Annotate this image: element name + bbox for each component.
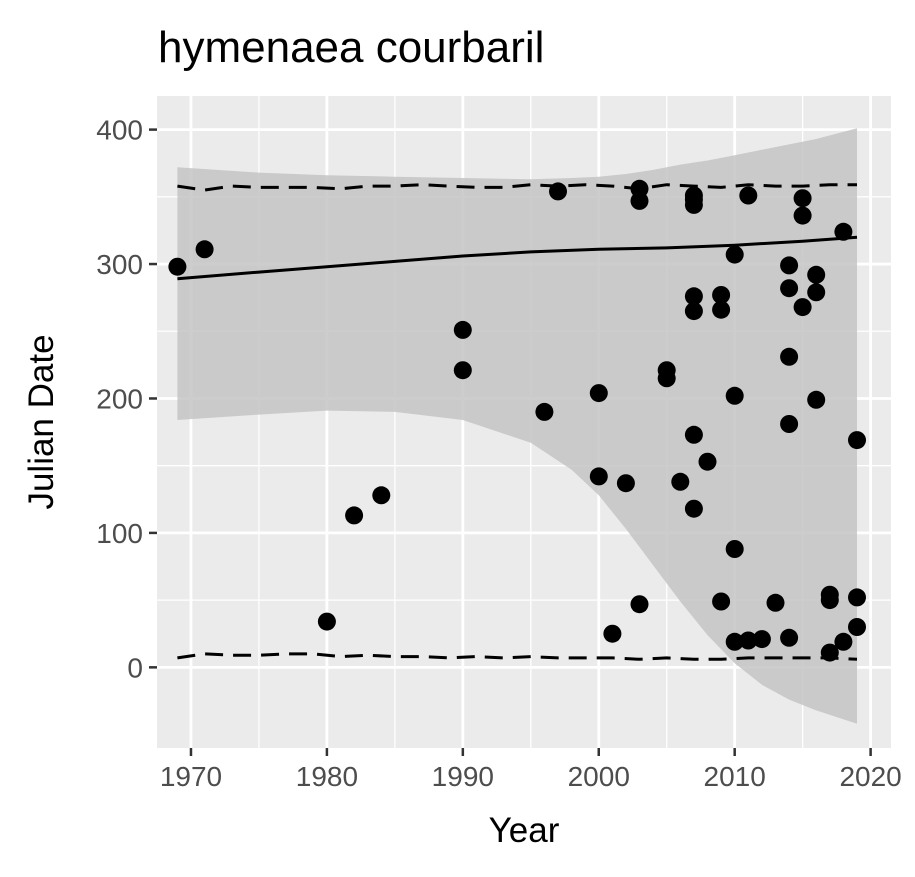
data-point	[712, 592, 731, 611]
data-point	[671, 472, 690, 491]
data-point	[807, 283, 826, 302]
dashed-upper-line	[177, 183, 857, 192]
data-point	[589, 384, 608, 403]
chart-title: hymenaea courbaril	[158, 23, 544, 72]
data-point	[807, 265, 826, 284]
data-point	[195, 240, 214, 259]
y-axis-title: Julian Date	[22, 334, 61, 509]
y-axis: 0 100 200 300 400	[96, 115, 157, 683]
data-point	[168, 257, 187, 276]
x-tick-label: 2020	[839, 761, 901, 792]
data-point	[712, 300, 731, 319]
data-point	[317, 612, 336, 631]
data-point	[820, 591, 839, 610]
data-point	[684, 287, 703, 306]
data-point	[603, 624, 622, 643]
y-tick-label: 100	[96, 518, 143, 549]
data-point	[752, 630, 771, 649]
data-point	[535, 402, 554, 421]
x-tick-label: 1980	[296, 761, 358, 792]
data-point	[793, 189, 812, 208]
dashed-lower-line	[177, 652, 858, 661]
data-point	[589, 467, 608, 486]
data-point	[848, 588, 866, 607]
data-point	[766, 593, 785, 612]
y-tick-label: 400	[96, 115, 143, 146]
y-tick-label: 0	[127, 652, 143, 683]
data-point	[780, 256, 799, 275]
y-tick-label: 200	[96, 383, 143, 414]
x-axis-title: Year	[489, 811, 560, 850]
data-point	[820, 643, 839, 662]
data-point	[684, 499, 703, 518]
data-point	[725, 245, 744, 264]
data-point	[780, 628, 799, 647]
data-point	[345, 506, 364, 525]
data-point	[453, 320, 472, 339]
y-tick-label: 300	[96, 249, 143, 280]
x-tick-label: 2010	[704, 761, 766, 792]
x-tick-label: 1970	[160, 761, 222, 792]
data-point	[630, 191, 649, 210]
data-point	[712, 286, 731, 304]
data-points	[168, 179, 866, 662]
data-point	[616, 474, 635, 493]
data-point	[698, 452, 717, 471]
data-point	[725, 386, 744, 405]
data-point	[848, 431, 866, 450]
data-point	[780, 279, 799, 298]
data-point	[725, 540, 744, 558]
data-point	[630, 595, 649, 614]
data-point	[780, 415, 799, 433]
data-point	[684, 195, 703, 214]
data-point	[780, 347, 799, 366]
data-point	[834, 632, 853, 651]
data-point	[657, 369, 676, 388]
data-point	[848, 618, 866, 636]
data-point	[549, 182, 567, 201]
x-axis: 1970 1980 1990 2000 2010 2020	[160, 748, 902, 792]
data-point	[739, 186, 758, 205]
trend-line	[177, 235, 858, 281]
confidence-ribbon	[177, 128, 857, 724]
data-point	[453, 361, 472, 380]
data-point	[834, 222, 853, 241]
data-point	[739, 631, 758, 650]
data-point	[684, 302, 703, 321]
data-point	[684, 425, 703, 444]
x-tick-label: 2000	[568, 761, 630, 792]
data-point	[793, 298, 812, 317]
data-point	[793, 206, 812, 225]
x-tick-label: 1990	[432, 761, 494, 792]
data-point	[725, 632, 744, 651]
data-point	[807, 390, 826, 409]
data-point	[372, 486, 391, 505]
